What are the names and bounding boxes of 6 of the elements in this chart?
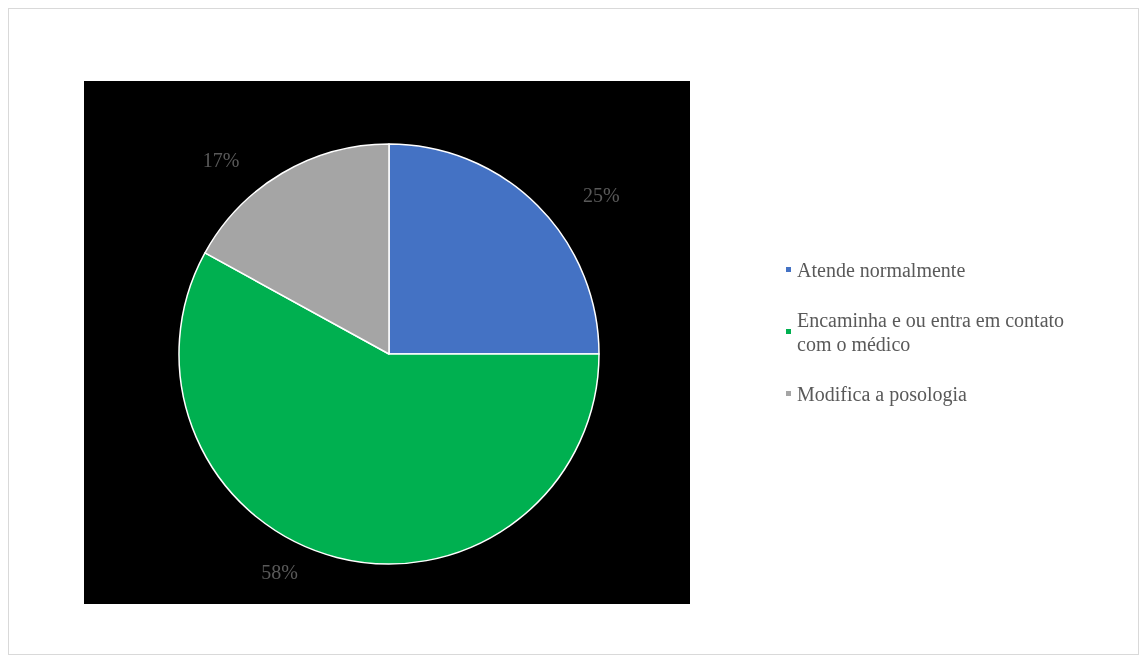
legend-label: Encaminha e ou entra em contato com o médico [797,308,1070,355]
data-label: 17% [202,149,240,172]
data-label: 58% [261,560,299,583]
legend-label: Atende normalmente [797,258,966,281]
legend-label: Modifica a posologia [797,382,968,406]
data-label: 25% [583,183,620,206]
